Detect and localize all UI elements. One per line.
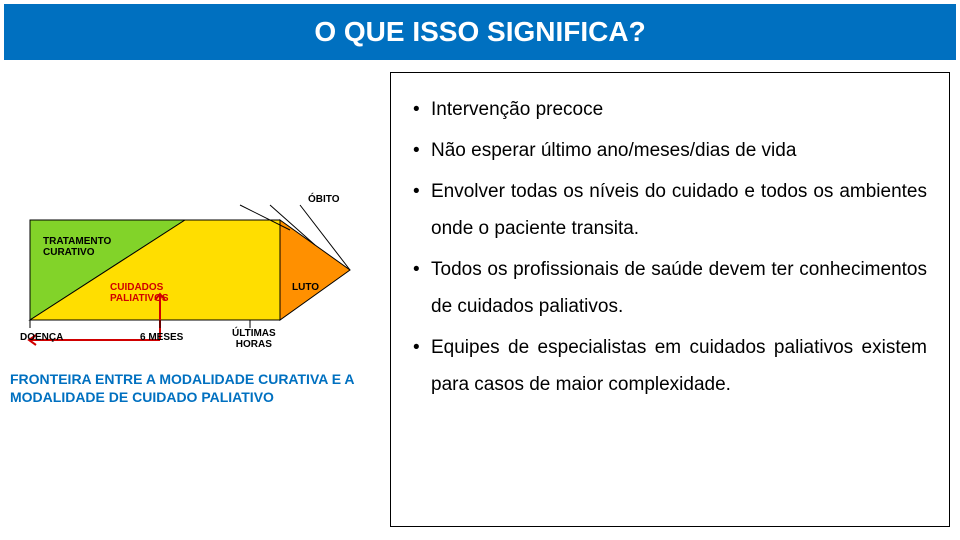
right-column: Intervenção precoce Não esperar último a… <box>390 72 950 527</box>
label-luto: LUTO <box>292 282 319 293</box>
bullet-item: Não esperar último ano/meses/dias de vid… <box>413 132 927 169</box>
left-column: ÓBITO TRATAMENTOCURATIVO CUIDADOSPALIATI… <box>10 200 380 406</box>
bullet-list: Intervenção precoce Não esperar último a… <box>413 91 927 403</box>
label-doenca: DOENÇA <box>20 332 63 343</box>
bullet-item: Envolver todas os níveis do cuidado e to… <box>413 173 927 247</box>
label-obito: ÓBITO <box>308 194 339 205</box>
label-seismeses: 6 MESES <box>140 332 183 343</box>
care-transition-diagram: ÓBITO TRATAMENTOCURATIVO CUIDADOSPALIATI… <box>10 200 380 360</box>
title-bar: O QUE ISSO SIGNIFICA? <box>4 4 956 60</box>
bullet-item: Equipes de especialistas em cuidados pal… <box>413 329 927 403</box>
terminal-triangle <box>280 220 350 320</box>
bullet-item: Todos os profissionais de saúde devem te… <box>413 251 927 325</box>
diagram-footer-text: FRONTEIRA ENTRE A MODALIDADE CURATIVA E … <box>10 370 380 406</box>
label-cuidados: CUIDADOSPALIATIVOS <box>110 282 169 304</box>
bullet-item: Intervenção precoce <box>413 91 927 128</box>
label-ultimas: ÚLTIMASHORAS <box>232 328 276 350</box>
label-tratamento: TRATAMENTOCURATIVO <box>43 236 111 258</box>
page-title: O QUE ISSO SIGNIFICA? <box>314 16 645 48</box>
diagram-svg <box>10 200 380 360</box>
